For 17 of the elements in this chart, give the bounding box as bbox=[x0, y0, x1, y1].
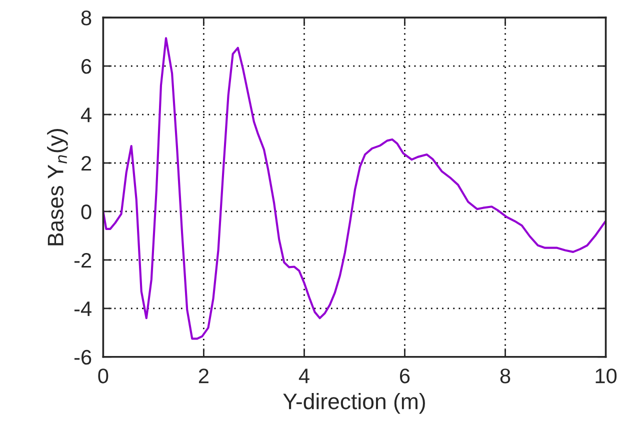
y-tick-label: -4 bbox=[74, 302, 92, 316]
x-axis-title: Y-direction (m) bbox=[283, 392, 425, 414]
y-tick-label: 0 bbox=[81, 204, 92, 220]
x-tick-label: 4 bbox=[298, 368, 310, 384]
x-tick-label: 8 bbox=[500, 368, 510, 384]
y-tick-label: 2 bbox=[82, 156, 92, 171]
x-tick-label: 6 bbox=[400, 368, 410, 384]
x-tick-label: 0 bbox=[98, 368, 108, 384]
y-tick-label: -6 bbox=[74, 350, 92, 365]
y-tick-label: 8 bbox=[81, 10, 92, 26]
y-tick-label: 4 bbox=[80, 108, 92, 122]
line-series bbox=[103, 37, 606, 340]
x-tick-label: 10 bbox=[596, 368, 617, 384]
x-tick-label: 2 bbox=[198, 368, 208, 384]
y-axis-title: Bases Y$_{n}$(y) bbox=[47, 129, 68, 246]
y-tick-label: 6 bbox=[82, 59, 92, 74]
y-tick-label: -2 bbox=[74, 252, 92, 268]
